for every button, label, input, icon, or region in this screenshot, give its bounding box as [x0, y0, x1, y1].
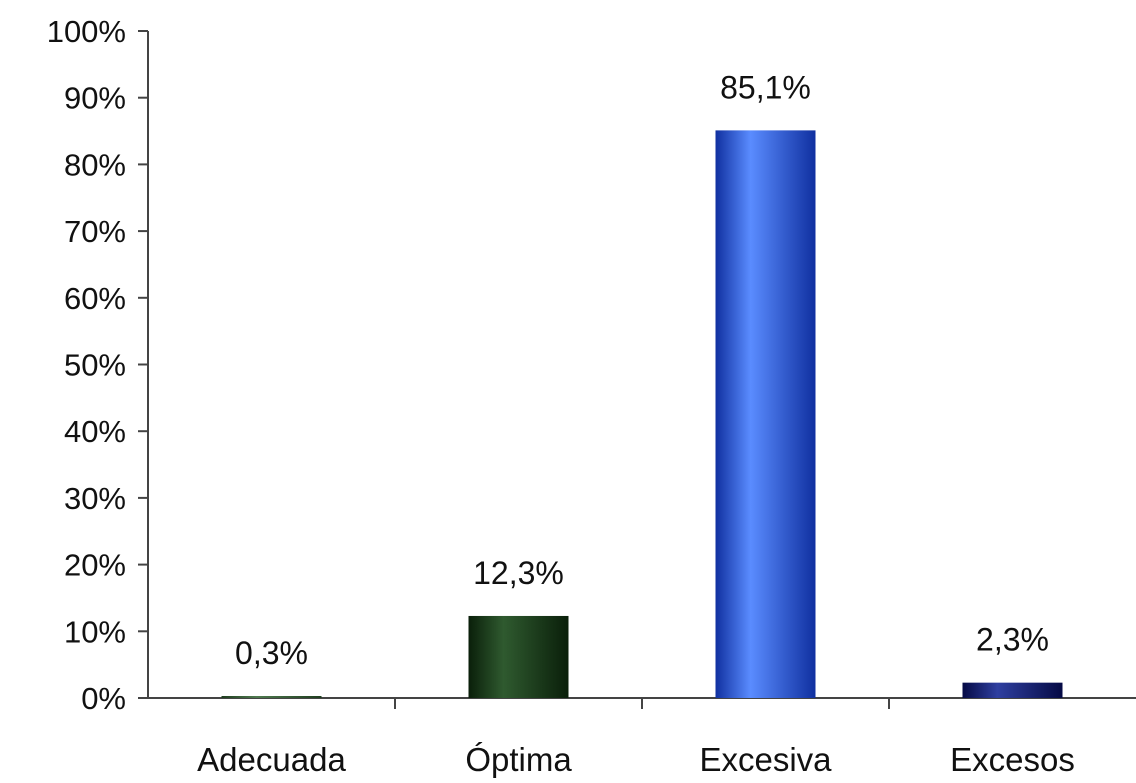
y-tick-label: 90% [64, 81, 126, 116]
y-tick-label: 40% [64, 414, 126, 449]
data-label: 85,1% [720, 69, 811, 105]
bar-adecuada [221, 695, 322, 698]
x-tick-label: Excesiva [699, 741, 832, 778]
y-tick-label: 20% [64, 548, 126, 583]
y-tick-label: 10% [64, 614, 126, 649]
y-tick-label: 60% [64, 281, 126, 316]
data-label: 2,3% [976, 622, 1049, 658]
y-tick-label: 70% [64, 214, 126, 249]
x-tick-label: Óptima [465, 741, 572, 778]
data-label: 0,3% [235, 635, 308, 671]
x-axis: Adecuada Óptima Excesiva Excesos [148, 697, 1136, 778]
bar-optima [468, 615, 569, 698]
y-tick-label: 100% [47, 14, 126, 49]
y-tick-label: 80% [64, 147, 126, 182]
y-axis: 0% 10% 20% 30% 40% 50% 60% 70% 80% 90% 100% [47, 14, 149, 716]
data-label: 12,3% [473, 555, 564, 591]
x-tick-label: Excesos [950, 741, 1075, 778]
y-tick-label: 30% [64, 481, 126, 516]
y-tick-label: 0% [81, 681, 126, 716]
y-tick-label: 50% [64, 348, 126, 383]
data-labels: 0,3% 12,3% 85,1% 2,3% [235, 69, 1049, 671]
bars [221, 130, 1063, 698]
bar-excesiva [715, 130, 816, 698]
bar-excesos [962, 682, 1063, 698]
x-tick-label: Adecuada [197, 741, 346, 778]
